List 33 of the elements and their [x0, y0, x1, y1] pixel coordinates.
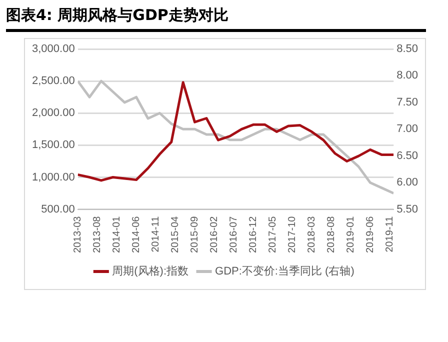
x-tick-label: 2019-11 [384, 216, 396, 252]
y-tick-label: 2,500.00 [32, 75, 75, 88]
y-tick-label: 1,500.00 [32, 139, 75, 152]
y-tick-label: 500.00 [41, 203, 75, 216]
x-tick-label: 2019-06 [364, 216, 376, 254]
x-tick-label: 2016-12 [248, 216, 259, 254]
x-tick-label: 2019-01 [345, 216, 356, 254]
chart-title: 图表4: 周期风格与GDP走势对比 [6, 6, 426, 32]
x-tick-label: 2013-08 [92, 216, 104, 254]
legend-label: 周期(风格):指数 [112, 266, 189, 278]
x-tick-label: 2016-02 [209, 216, 220, 254]
x-tick-label: 2016-07 [228, 216, 240, 254]
x-tick-label: 2013-03 [72, 216, 84, 254]
y2-tick-label: 5.50 [396, 203, 418, 216]
y2-tick-label: 6.00 [396, 176, 418, 189]
x-tick-label: 2017-10 [286, 216, 298, 254]
x-tick-label: 2015-09 [190, 216, 201, 254]
y2-tick-label: 7.50 [396, 96, 418, 108]
x-tick-label: 2018-08 [326, 216, 337, 254]
y-tick-label: 2,000.00 [32, 107, 75, 120]
x-tick-label: 2015-04 [170, 216, 182, 254]
y-tick-label: 1,000.00 [32, 171, 75, 184]
y-tick-label: 3,000.00 [32, 43, 75, 56]
y2-tick-label: 8.00 [396, 70, 418, 82]
y2-tick-label: 8.50 [396, 43, 418, 56]
x-tick-label: 2017-05 [267, 216, 278, 254]
x-tick-label: 2018-03 [306, 216, 318, 254]
x-tick-label: 2014-01 [112, 216, 123, 254]
y2-tick-label: 7.00 [396, 123, 418, 136]
x-tick-label: 2014-06 [131, 216, 142, 254]
legend-label: GDP:不变价:当季同比 (右轴) [215, 264, 354, 278]
x-tick-label: 2014-11 [150, 216, 162, 252]
y2-tick-label: 6.50 [396, 150, 418, 162]
